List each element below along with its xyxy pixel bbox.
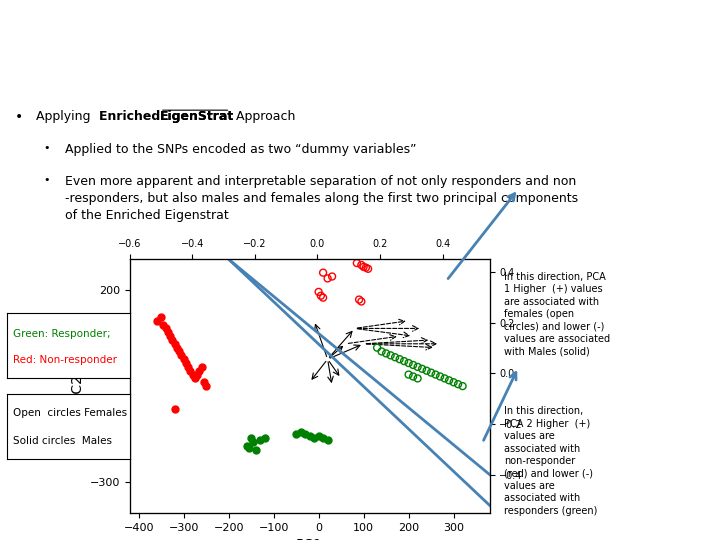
- Text: Open  circles Females: Open circles Females: [14, 408, 127, 418]
- Point: [434, 372, 446, 381]
- Point: [158, 320, 169, 329]
- Point: [189, 374, 201, 383]
- Point: [184, 367, 196, 375]
- Text: Applying: Applying: [36, 110, 94, 123]
- Point: [259, 434, 271, 442]
- Text: Even more apparent and interpretable separation of not only responders and non
-: Even more apparent and interpretable sep…: [65, 175, 578, 222]
- Point: [166, 336, 178, 345]
- Point: [194, 367, 205, 375]
- Point: [416, 364, 428, 373]
- Point: [408, 372, 419, 381]
- Y-axis label: PC2: PC2: [70, 373, 84, 400]
- Point: [376, 347, 387, 356]
- Point: [351, 259, 363, 267]
- Point: [160, 324, 171, 333]
- Text: Green: Responder;: Green: Responder;: [14, 329, 111, 340]
- Point: [408, 361, 419, 369]
- Point: [358, 262, 369, 271]
- Point: [243, 443, 255, 452]
- Point: [196, 362, 207, 371]
- Text: In this direction,
PCA 2 Higher  (+)
values are
associated with
non-responder
(r: In this direction, PCA 2 Higher (+) valu…: [504, 407, 598, 516]
- Point: [318, 268, 329, 277]
- Point: [452, 380, 464, 388]
- Point: [169, 340, 181, 348]
- Point: [254, 436, 266, 444]
- Text: Solid circles  Males: Solid circles Males: [14, 436, 112, 447]
- Text: Simulated Data Results for Alternative SNP
Encoding: Simulated Data Results for Alternative S…: [14, 17, 628, 71]
- Point: [403, 370, 415, 379]
- Point: [176, 351, 187, 360]
- Point: [412, 362, 423, 371]
- Point: [174, 347, 185, 356]
- Text: •: •: [43, 175, 50, 185]
- Point: [457, 382, 469, 390]
- Point: [398, 357, 410, 366]
- Point: [356, 261, 367, 269]
- Point: [192, 370, 203, 379]
- Text: •: •: [43, 143, 50, 153]
- Point: [178, 355, 189, 363]
- X-axis label: PC1: PC1: [296, 538, 323, 540]
- Point: [313, 432, 325, 441]
- Point: [380, 349, 392, 357]
- Point: [412, 374, 423, 383]
- Point: [304, 432, 315, 441]
- Point: [354, 295, 365, 304]
- Text: In this direction, PCA
1 Higher  (+) values
are associated with
females (open
ci: In this direction, PCA 1 Higher (+) valu…: [504, 272, 610, 356]
- Point: [356, 297, 367, 306]
- Point: [430, 370, 441, 379]
- Point: [169, 405, 181, 414]
- Text: Red: Non-responder: Red: Non-responder: [14, 355, 117, 366]
- Point: [439, 374, 451, 383]
- Point: [250, 445, 261, 454]
- Point: [315, 292, 327, 300]
- Text: EigenStrat: EigenStrat: [160, 110, 234, 123]
- Point: [403, 359, 415, 367]
- Point: [151, 316, 163, 325]
- Point: [385, 351, 397, 360]
- Point: [322, 436, 333, 444]
- Point: [198, 378, 210, 387]
- Point: [372, 343, 383, 352]
- Text: EigenStrat: EigenStrat: [160, 110, 234, 123]
- Point: [290, 430, 302, 438]
- Text: Enriched: Enriched: [99, 110, 164, 123]
- Point: [162, 328, 174, 336]
- Point: [248, 437, 259, 446]
- Point: [240, 441, 253, 450]
- Text: Applied to the SNPs encoded as two “dummy variables”: Applied to the SNPs encoded as two “dumm…: [65, 143, 416, 156]
- Point: [164, 332, 176, 340]
- Point: [156, 313, 167, 321]
- Point: [390, 353, 401, 362]
- Point: [187, 370, 199, 379]
- Point: [318, 293, 329, 302]
- Point: [313, 288, 325, 296]
- Point: [180, 359, 192, 367]
- Point: [326, 272, 338, 281]
- Point: [171, 343, 183, 352]
- Point: [318, 434, 329, 442]
- Point: [295, 428, 307, 436]
- Point: [300, 430, 311, 438]
- Text: •: •: [14, 110, 22, 124]
- Point: [448, 378, 459, 387]
- Point: [322, 274, 333, 283]
- Point: [426, 368, 437, 377]
- Point: [246, 434, 257, 442]
- Point: [420, 367, 432, 375]
- Point: [308, 434, 320, 442]
- Point: [200, 382, 212, 390]
- Point: [394, 355, 405, 363]
- Point: [444, 376, 455, 384]
- Point: [182, 362, 194, 371]
- Point: [360, 264, 372, 272]
- Text: Approach: Approach: [232, 110, 295, 123]
- Point: [362, 265, 374, 273]
